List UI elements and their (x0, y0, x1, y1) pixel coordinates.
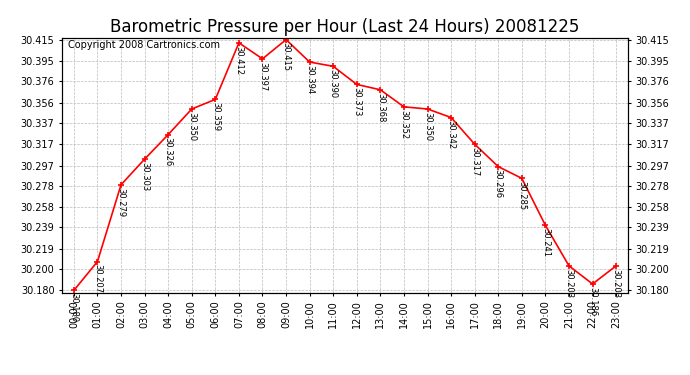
Text: Copyright 2008 Cartronics.com: Copyright 2008 Cartronics.com (68, 40, 219, 50)
Text: 30.350: 30.350 (187, 112, 196, 141)
Text: 30.342: 30.342 (446, 120, 455, 149)
Text: 30.279: 30.279 (117, 188, 126, 217)
Title: Barometric Pressure per Hour (Last 24 Hours) 20081225: Barometric Pressure per Hour (Last 24 Ho… (110, 18, 580, 36)
Text: 30.241: 30.241 (541, 228, 550, 257)
Text: 30.186: 30.186 (588, 287, 597, 316)
Text: 30.352: 30.352 (400, 110, 408, 139)
Text: 30.203: 30.203 (564, 268, 573, 298)
Text: 30.285: 30.285 (518, 181, 526, 210)
Text: 30.373: 30.373 (353, 87, 362, 117)
Text: 30.350: 30.350 (423, 112, 432, 141)
Text: 30.180: 30.180 (70, 293, 79, 322)
Text: 30.326: 30.326 (164, 137, 172, 166)
Text: 30.415: 30.415 (282, 42, 290, 71)
Text: 30.394: 30.394 (305, 65, 314, 94)
Text: 30.359: 30.359 (211, 102, 220, 131)
Text: 30.207: 30.207 (93, 264, 102, 294)
Text: 30.390: 30.390 (328, 69, 337, 98)
Text: 30.397: 30.397 (258, 62, 267, 91)
Text: 30.303: 30.303 (140, 162, 149, 191)
Text: 30.412: 30.412 (235, 46, 244, 75)
Text: 30.203: 30.203 (611, 268, 620, 298)
Text: 30.317: 30.317 (470, 147, 479, 176)
Text: 30.296: 30.296 (494, 170, 503, 198)
Text: 30.368: 30.368 (376, 93, 385, 122)
